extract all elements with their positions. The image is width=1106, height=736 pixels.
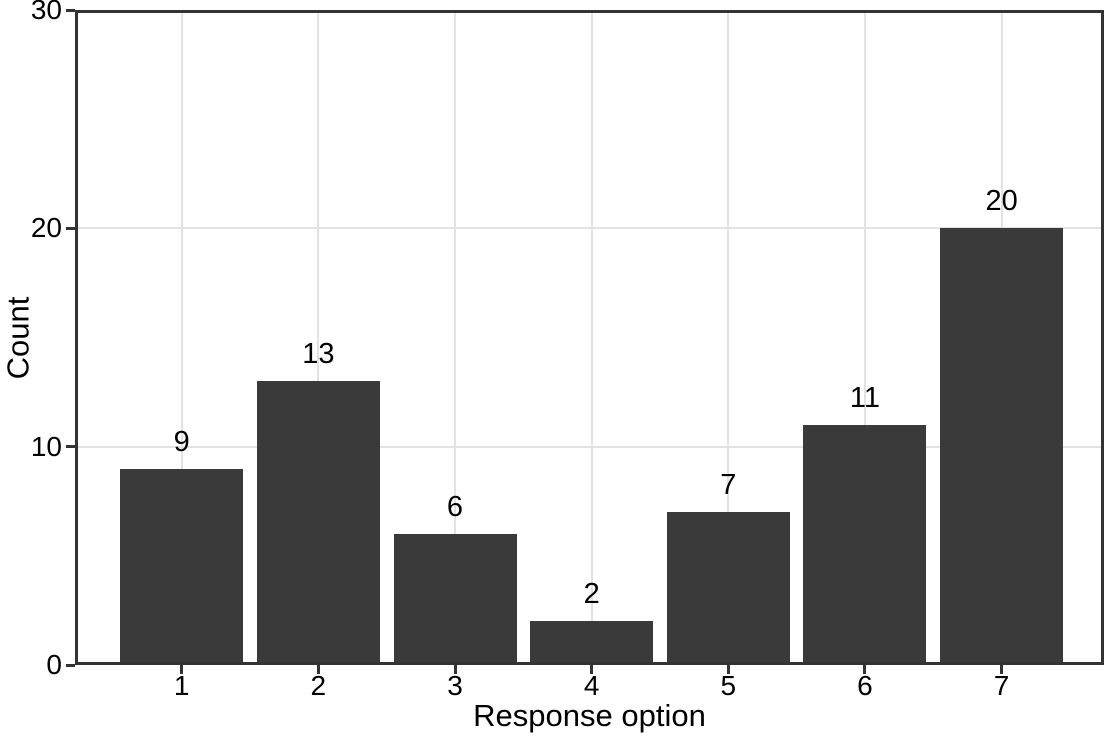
x-tick-mark bbox=[1000, 665, 1004, 674]
bar bbox=[666, 512, 790, 665]
vertical-gridline bbox=[863, 10, 866, 665]
x-tick-label: 6 bbox=[857, 670, 873, 701]
y-tick-label: 10 bbox=[30, 430, 62, 462]
vertical-gridline bbox=[727, 10, 730, 665]
y-tick-label: 0 bbox=[46, 649, 62, 680]
x-axis-title: Response option bbox=[473, 698, 706, 733]
vertical-gridline bbox=[454, 10, 456, 665]
x-tick-label: 5 bbox=[720, 670, 737, 701]
vertical-gridline bbox=[317, 10, 320, 665]
x-tick-mark bbox=[316, 665, 320, 674]
bar bbox=[803, 424, 927, 665]
y-tick-mark bbox=[66, 8, 75, 12]
horizontal-gridline bbox=[75, 227, 1104, 230]
bar-value-label: 9 bbox=[173, 425, 190, 458]
bar-value-label: 11 bbox=[849, 381, 880, 414]
x-tick-mark bbox=[453, 665, 457, 674]
bar bbox=[393, 534, 517, 665]
horizontal-gridline bbox=[75, 445, 1104, 448]
bar-value-label: 7 bbox=[720, 469, 737, 502]
x-tick-label: 4 bbox=[583, 670, 600, 701]
vertical-gridline bbox=[590, 10, 593, 665]
bar bbox=[530, 621, 654, 665]
bar-value-label: 6 bbox=[446, 491, 464, 523]
x-tick-label: 7 bbox=[993, 670, 1010, 701]
bar-value-label: 13 bbox=[302, 338, 335, 371]
bar bbox=[256, 381, 380, 665]
x-tick-label: 3 bbox=[447, 670, 463, 701]
y-tick-label: 20 bbox=[30, 212, 62, 244]
bar-value-label: 2 bbox=[583, 578, 600, 611]
y-tick-mark bbox=[66, 663, 75, 667]
x-tick-label: 2 bbox=[310, 670, 327, 701]
y-tick-label: 30 bbox=[30, 0, 62, 25]
x-tick-mark bbox=[863, 665, 867, 674]
bar bbox=[120, 468, 244, 665]
y-axis-title-wrap: Count bbox=[0, 10, 36, 665]
bar bbox=[940, 228, 1064, 665]
plot-panel: 9 13 6 2 7 11 20 bbox=[75, 10, 1104, 665]
x-tick-mark bbox=[590, 665, 594, 674]
x-tick-mark bbox=[726, 665, 730, 674]
bar-value-label: 20 bbox=[985, 185, 1018, 218]
vertical-gridline bbox=[180, 10, 183, 665]
x-tick-label: 1 bbox=[173, 670, 190, 701]
x-tick-mark bbox=[180, 665, 184, 674]
y-tick-mark bbox=[66, 445, 75, 449]
y-axis-title: Count bbox=[0, 296, 36, 379]
y-tick-mark bbox=[66, 226, 75, 230]
